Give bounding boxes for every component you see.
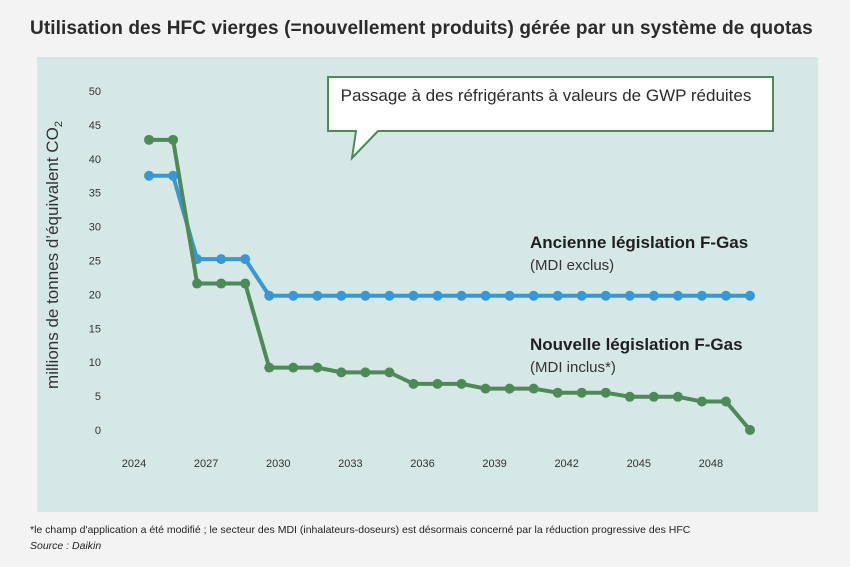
- annotation-text: Passage à des réfrigérants à valeurs de …: [340, 86, 752, 105]
- data-point: [720, 396, 731, 407]
- y-tick-label: 5: [95, 391, 101, 403]
- data-point: [648, 290, 659, 301]
- data-point: [480, 290, 491, 301]
- data-point: [696, 290, 707, 301]
- x-tick-label: 2024: [122, 458, 146, 470]
- data-point: [696, 396, 707, 407]
- series-line: [149, 137, 752, 432]
- data-point: [600, 387, 611, 398]
- data-point: [288, 290, 299, 301]
- y-tick-label: 30: [89, 222, 101, 234]
- data-point: [672, 290, 683, 301]
- y-tick-label: 25: [89, 256, 101, 268]
- x-tick-label: 2036: [410, 458, 434, 470]
- data-point: [144, 134, 155, 145]
- data-point: [336, 367, 347, 378]
- data-point: [288, 362, 299, 373]
- data-point: [408, 290, 419, 301]
- legend-sub-ancienne: (MDI exclus): [530, 257, 615, 274]
- data-point: [672, 391, 683, 402]
- y-tick-label: 45: [89, 120, 101, 132]
- chart-panel: [37, 57, 818, 512]
- legend-sub-nouvelle: (MDI inclus*): [530, 359, 616, 376]
- x-tick-label: 2045: [627, 458, 651, 470]
- series-2: [144, 134, 755, 435]
- data-point: [745, 290, 755, 301]
- data-point: [576, 290, 587, 301]
- data-point: [240, 254, 251, 265]
- data-point: [408, 378, 419, 389]
- y-tick-label: 0: [95, 425, 101, 437]
- data-point: [504, 290, 515, 301]
- data-point: [432, 378, 443, 389]
- legend-label-ancienne: Ancienne législation F-Gas: [530, 233, 749, 252]
- x-tick-label: 2030: [266, 458, 290, 470]
- y-tick-label: 20: [89, 289, 101, 301]
- series-1: [144, 170, 755, 301]
- chart-title: Utilisation des HFC vierges (=nouvelleme…: [30, 18, 813, 39]
- data-point: [144, 170, 155, 181]
- data-point: [264, 362, 275, 373]
- data-point: [312, 290, 323, 301]
- data-point: [504, 383, 515, 394]
- data-point: [360, 367, 371, 378]
- x-tick-label: 2042: [554, 458, 578, 470]
- x-tick-label: 2039: [482, 458, 506, 470]
- annotation-callout: [327, 76, 774, 161]
- legend-label-nouvelle: Nouvelle législation F-Gas: [530, 335, 743, 354]
- data-point: [528, 290, 539, 301]
- y-tick-label: 50: [89, 86, 101, 98]
- data-point: [384, 290, 395, 301]
- data-point: [360, 290, 371, 301]
- data-point: [384, 367, 395, 378]
- data-point: [648, 391, 659, 402]
- data-point: [576, 387, 587, 398]
- y-tick-label: 35: [89, 188, 101, 200]
- data-point: [168, 170, 179, 181]
- data-point: [720, 290, 731, 301]
- data-point: [456, 378, 467, 389]
- data-point: [552, 387, 563, 398]
- data-point: [432, 290, 443, 301]
- y-tick-label: 15: [89, 323, 101, 335]
- data-point: [192, 278, 203, 289]
- x-tick-label: 2027: [194, 458, 218, 470]
- data-point: [745, 425, 755, 435]
- data-point: [216, 278, 227, 289]
- data-point: [552, 290, 563, 301]
- data-point: [336, 290, 347, 301]
- data-point: [312, 362, 323, 373]
- source: Source : Daikin: [30, 540, 102, 552]
- data-point: [456, 290, 467, 301]
- x-tick-label: 2033: [338, 458, 362, 470]
- y-tick-label: 40: [89, 154, 101, 166]
- data-point: [264, 290, 275, 301]
- x-tick-label: 2048: [699, 458, 723, 470]
- data-point: [168, 134, 179, 145]
- data-point: [600, 290, 611, 301]
- data-point: [480, 383, 491, 394]
- data-point: [528, 383, 539, 394]
- data-point: [216, 254, 227, 265]
- data-point: [624, 391, 635, 402]
- data-point: [624, 290, 635, 301]
- y-tick-label: 10: [89, 357, 101, 369]
- data-point: [240, 278, 251, 289]
- footnote: *le champ d'application a été modifié ; …: [30, 524, 691, 536]
